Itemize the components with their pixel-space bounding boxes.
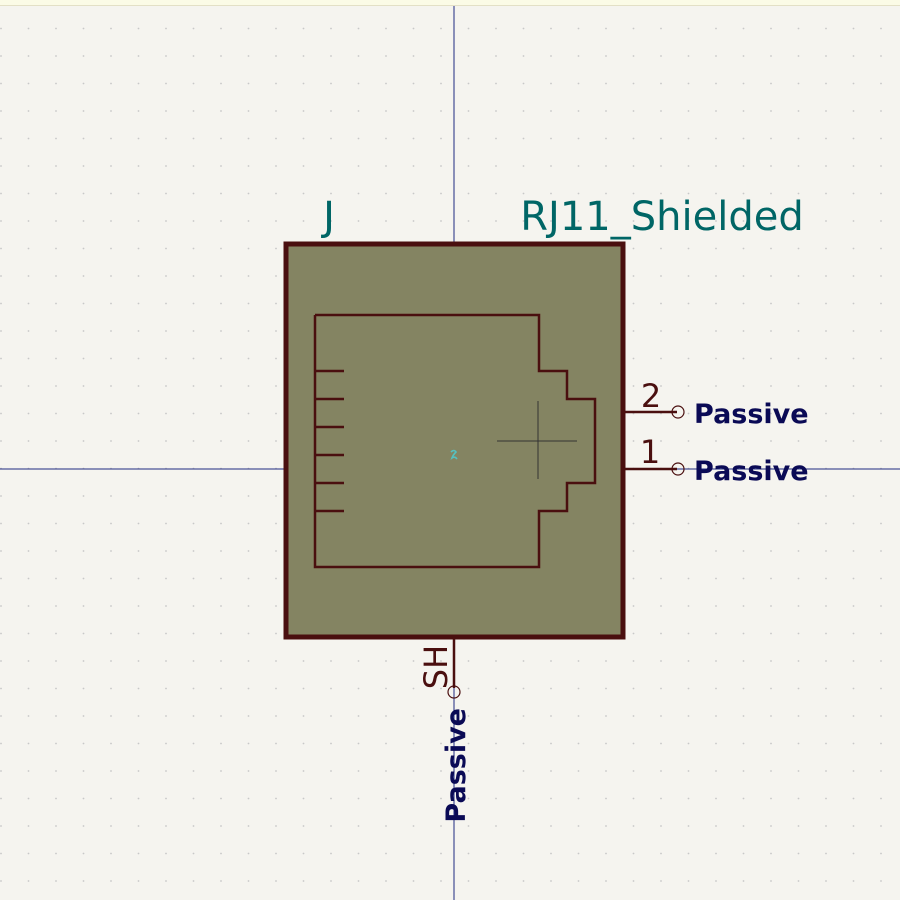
- pin-end-circle: [671, 462, 685, 476]
- pin-number: 1: [640, 433, 660, 471]
- jack-contacts: [315, 369, 344, 513]
- pin-end-circle: [447, 685, 461, 699]
- anchor-icon: [450, 449, 458, 460]
- pin-type: Passive: [441, 708, 472, 823]
- pin-name: SH: [417, 645, 455, 689]
- pin-type: Passive: [694, 456, 809, 487]
- value-field[interactable]: RJ11_Shielded: [520, 194, 803, 240]
- pin-number: 2: [641, 377, 661, 415]
- reference-field[interactable]: J: [320, 194, 335, 240]
- jack-outline: [313, 313, 597, 569]
- pin-2[interactable]: 2 Passive: [623, 377, 809, 430]
- canvas-top-edge: [0, 0, 900, 6]
- pin-shield[interactable]: SH Passive: [417, 637, 472, 823]
- pin-end-circle: [671, 405, 685, 419]
- pin-1[interactable]: 1 Passive: [623, 433, 809, 487]
- pin-type: Passive: [694, 399, 809, 430]
